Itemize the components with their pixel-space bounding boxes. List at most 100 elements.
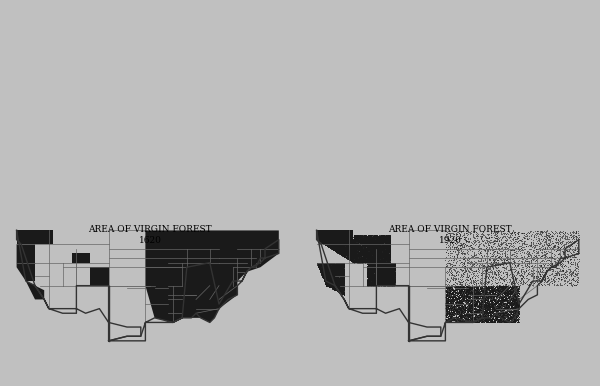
Point xyxy=(457,301,466,307)
Point xyxy=(382,262,391,269)
Point xyxy=(481,289,491,295)
Point xyxy=(448,298,458,304)
Point xyxy=(346,248,355,254)
Point xyxy=(503,310,512,316)
Point xyxy=(328,263,338,269)
Point xyxy=(496,248,506,254)
Point xyxy=(490,310,500,316)
Point xyxy=(493,261,502,267)
Point xyxy=(366,273,376,279)
Point xyxy=(354,249,364,256)
Point xyxy=(364,245,374,251)
Point xyxy=(388,280,398,286)
Point xyxy=(337,264,347,270)
Point xyxy=(346,252,356,258)
Point xyxy=(506,304,516,310)
Point xyxy=(385,265,394,271)
Point xyxy=(331,272,340,278)
Point xyxy=(509,284,519,291)
Point xyxy=(337,249,347,256)
Point xyxy=(375,253,385,259)
Point xyxy=(362,249,372,256)
Point xyxy=(346,254,355,260)
Point xyxy=(334,281,343,288)
Point xyxy=(377,265,387,271)
Point xyxy=(386,281,395,288)
Point xyxy=(324,265,334,271)
Point xyxy=(326,278,336,284)
Point xyxy=(322,270,332,276)
Point xyxy=(461,284,471,291)
Point xyxy=(449,315,459,321)
Point xyxy=(382,256,392,262)
Point xyxy=(325,277,334,283)
Point xyxy=(362,243,372,249)
Point xyxy=(331,247,340,253)
Point xyxy=(322,276,331,282)
Point xyxy=(452,292,462,298)
Point xyxy=(370,234,380,240)
Point xyxy=(349,242,358,248)
Point xyxy=(514,310,524,316)
Point xyxy=(331,281,341,287)
Point xyxy=(388,281,398,287)
Point xyxy=(361,246,371,252)
Point xyxy=(324,273,334,279)
Point xyxy=(356,243,366,249)
Point xyxy=(475,290,485,296)
Point xyxy=(372,259,382,266)
Point xyxy=(370,280,379,286)
Point xyxy=(366,237,376,244)
Point xyxy=(337,251,347,257)
Point xyxy=(379,273,389,279)
Point xyxy=(323,276,333,282)
Point xyxy=(329,237,339,244)
Point xyxy=(335,245,345,251)
Point xyxy=(485,291,494,297)
Point xyxy=(380,234,389,240)
Point xyxy=(345,239,355,245)
Point xyxy=(451,275,460,281)
Point xyxy=(375,255,385,261)
Point xyxy=(319,240,328,247)
Point xyxy=(369,237,379,243)
Point xyxy=(368,240,377,246)
Point xyxy=(347,253,356,259)
Point xyxy=(328,283,337,289)
Point xyxy=(472,297,482,303)
Point xyxy=(320,267,329,274)
Point xyxy=(366,276,376,282)
Point xyxy=(370,245,379,251)
Point xyxy=(328,278,338,284)
Point xyxy=(509,317,518,323)
Point xyxy=(337,247,346,253)
Point xyxy=(321,268,331,274)
Point xyxy=(386,263,396,269)
Point xyxy=(326,278,335,284)
Point xyxy=(328,239,337,245)
Point xyxy=(518,273,527,279)
Point xyxy=(469,270,479,276)
Point xyxy=(348,251,358,257)
Point xyxy=(360,235,370,242)
Point xyxy=(512,287,521,293)
Point xyxy=(549,244,559,250)
Point xyxy=(334,250,343,256)
Point xyxy=(352,251,361,257)
Point xyxy=(373,245,382,251)
Point xyxy=(478,238,488,244)
Point xyxy=(371,258,381,264)
Point xyxy=(370,273,380,279)
Point xyxy=(488,287,497,293)
Point xyxy=(383,260,393,266)
Point xyxy=(382,249,392,255)
Point xyxy=(335,277,344,283)
Point xyxy=(388,266,397,272)
Point xyxy=(337,290,347,296)
Point xyxy=(387,263,397,269)
Point xyxy=(382,269,392,275)
Point xyxy=(331,266,340,272)
Point xyxy=(322,283,332,289)
Point xyxy=(457,290,466,296)
Point xyxy=(368,253,378,259)
